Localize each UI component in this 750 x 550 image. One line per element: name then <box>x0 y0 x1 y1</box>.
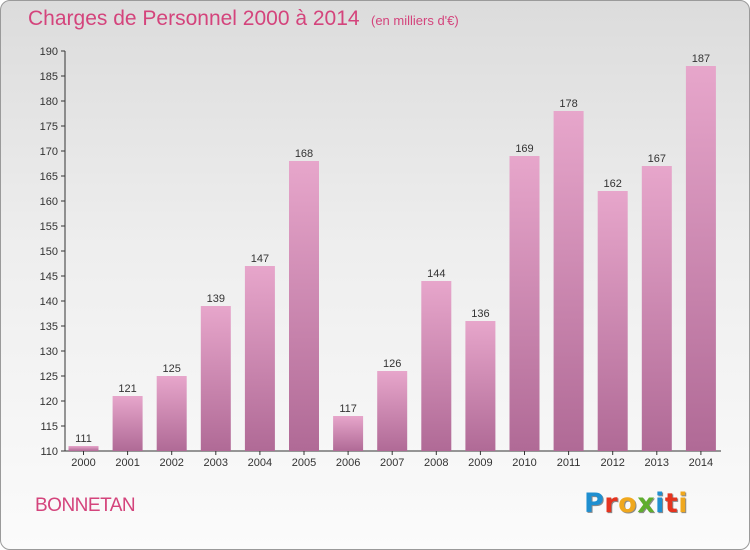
x-tick-label: 2010 <box>512 457 536 469</box>
logo-letter: i <box>678 488 689 519</box>
y-tick-label: 120 <box>40 396 58 408</box>
logo-letter: x <box>637 488 656 519</box>
y-tick-label: 110 <box>40 446 58 458</box>
y-tick-label: 130 <box>40 346 58 358</box>
bar <box>641 166 672 451</box>
bar <box>156 376 187 451</box>
y-tick-label: 150 <box>40 246 58 258</box>
data-label: 168 <box>295 148 313 160</box>
x-tick-label: 2014 <box>689 457 713 469</box>
y-tick-label: 140 <box>40 296 58 308</box>
bar <box>200 306 231 451</box>
x-tick-label: 2012 <box>600 457 624 469</box>
logo-letter: o <box>618 488 638 519</box>
x-tick-label: 2004 <box>248 457 272 469</box>
x-tick-label: 2007 <box>380 457 404 469</box>
bar <box>112 396 143 451</box>
y-tick-label: 185 <box>40 71 58 83</box>
y-tick-label: 145 <box>40 271 58 283</box>
bar <box>333 416 364 451</box>
data-label: 144 <box>427 268 445 280</box>
y-tick-label: 180 <box>40 96 58 108</box>
y-tick-label: 190 <box>40 46 58 58</box>
bar <box>289 161 319 451</box>
bar <box>553 111 584 451</box>
chart-subtitle: (en milliers d'€) <box>371 13 459 28</box>
data-label: 178 <box>559 98 577 110</box>
data-label: 126 <box>383 358 401 370</box>
y-tick-label: 175 <box>40 121 58 133</box>
x-tick-label: 2008 <box>424 457 448 469</box>
data-label: 117 <box>339 403 357 415</box>
x-tick-label: 2003 <box>204 457 228 469</box>
data-label: 187 <box>692 53 710 65</box>
data-label: 111 <box>75 433 92 445</box>
bar <box>421 281 452 451</box>
chart-labels: 111 121 125 139 147 168 117 126 144 136 169 178 162 1… <box>75 53 710 445</box>
bar <box>68 446 99 451</box>
bar <box>465 321 496 451</box>
chart-bars <box>68 66 716 451</box>
data-label: 167 <box>648 153 666 165</box>
x-tick-label: 2002 <box>159 457 183 469</box>
commune-name: BONNETAN <box>35 495 136 516</box>
y-tick-label: 135 <box>40 321 58 333</box>
x-tick-label: 2009 <box>468 457 492 469</box>
x-tick-label: 2001 <box>115 457 139 469</box>
bar <box>685 66 716 451</box>
data-label: 121 <box>118 383 136 395</box>
x-tick-label: 2006 <box>336 457 360 469</box>
data-label: 136 <box>471 308 489 320</box>
bar <box>597 191 628 451</box>
y-tick-label: 170 <box>40 146 58 158</box>
bar <box>377 371 408 451</box>
x-tick-label: 2000 <box>71 457 95 469</box>
data-label: 139 <box>207 293 225 305</box>
y-tick-label: 125 <box>40 371 58 383</box>
logo-letter: r <box>604 488 619 519</box>
logo-letter: t <box>664 488 679 519</box>
bar <box>244 266 275 451</box>
y-tick-label: 165 <box>40 171 58 183</box>
logo-letter: P <box>584 488 605 519</box>
y-tick-label: 160 <box>40 196 58 208</box>
data-label: 125 <box>163 363 181 375</box>
data-label: 169 <box>515 143 533 155</box>
x-tick-label: 2013 <box>645 457 669 469</box>
data-label: 147 <box>251 253 269 265</box>
proxiti-logo: Proxiti <box>584 488 688 519</box>
logo-letter: i <box>655 488 665 519</box>
chart-title: Charges de Personnel 2000 à 2014 <box>28 7 360 30</box>
x-tick-label: 2011 <box>557 457 581 469</box>
data-label: 162 <box>604 178 622 190</box>
y-tick-label: 155 <box>40 221 58 233</box>
bar <box>509 156 540 451</box>
x-tick-label: 2005 <box>292 457 316 469</box>
y-tick-label: 115 <box>40 421 58 433</box>
